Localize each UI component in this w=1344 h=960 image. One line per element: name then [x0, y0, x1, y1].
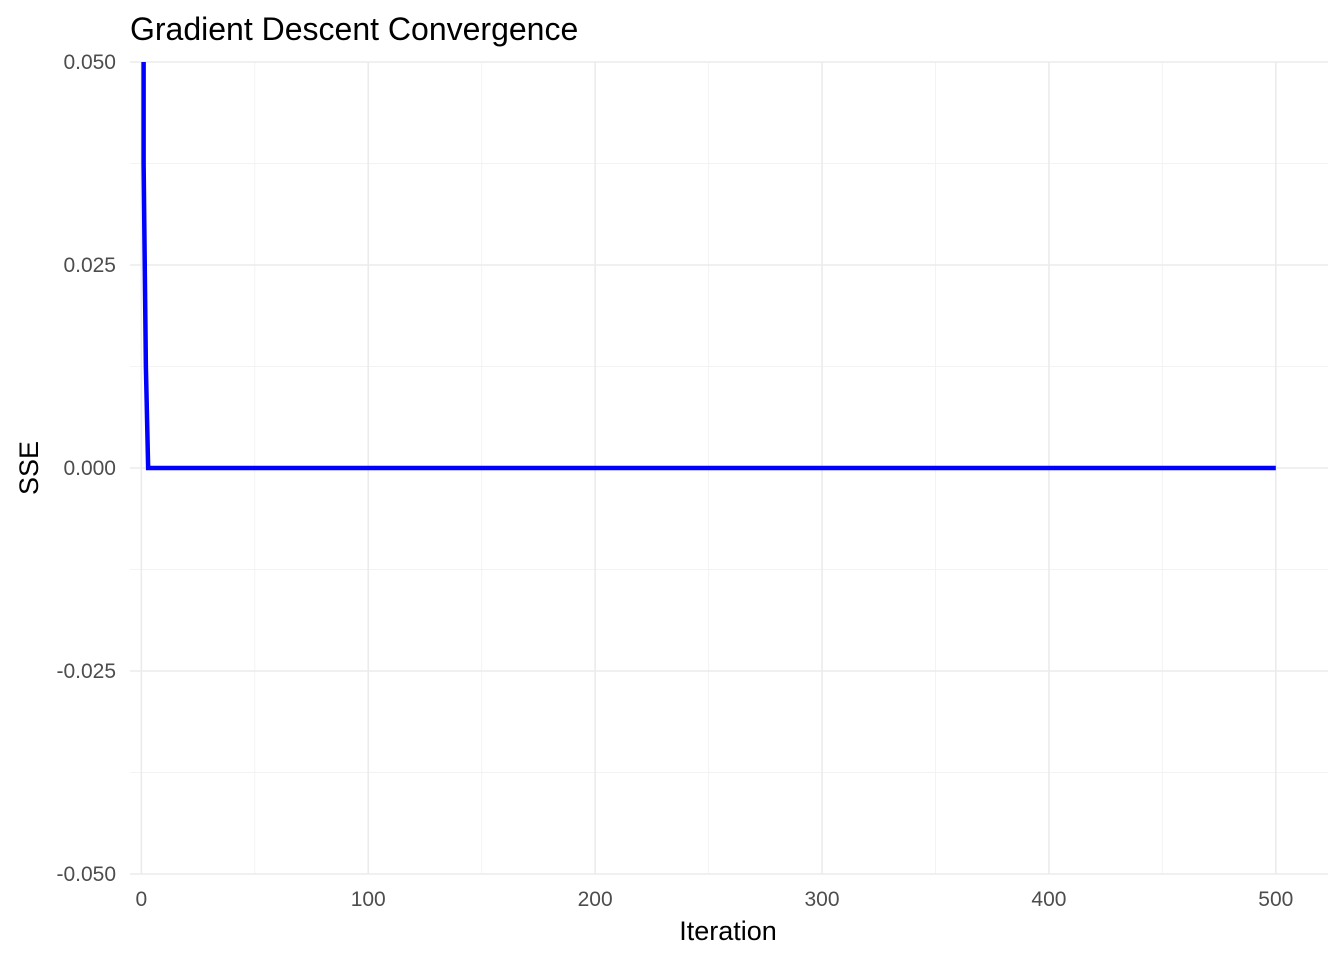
- chart-title: Gradient Descent Convergence: [130, 11, 578, 47]
- series-layer: [141, 62, 1276, 471]
- x-tick-label: 500: [1258, 888, 1293, 911]
- x-tick-label: 0: [136, 888, 148, 911]
- x-tick-label: 300: [805, 888, 840, 911]
- x-tick-label: 400: [1031, 888, 1066, 911]
- x-tick-label: 100: [351, 888, 386, 911]
- y-tick-label: 0.000: [63, 457, 116, 480]
- y-tick-label: -0.050: [56, 863, 116, 886]
- y-axis-title: SSE: [14, 441, 44, 495]
- x-tick-label: 200: [578, 888, 613, 911]
- x-axis-title: Iteration: [679, 916, 777, 946]
- y-tick-label: 0.050: [63, 51, 116, 74]
- y-axis-tick-labels: -0.050 -0.025 0.000 0.025 0.050: [56, 51, 116, 886]
- sse-series-line: [141, 62, 1276, 471]
- y-tick-label: -0.025: [56, 660, 116, 683]
- x-axis-tick-labels: 0 100 200 300 400 500: [136, 888, 1294, 911]
- y-tick-label: 0.025: [63, 254, 116, 277]
